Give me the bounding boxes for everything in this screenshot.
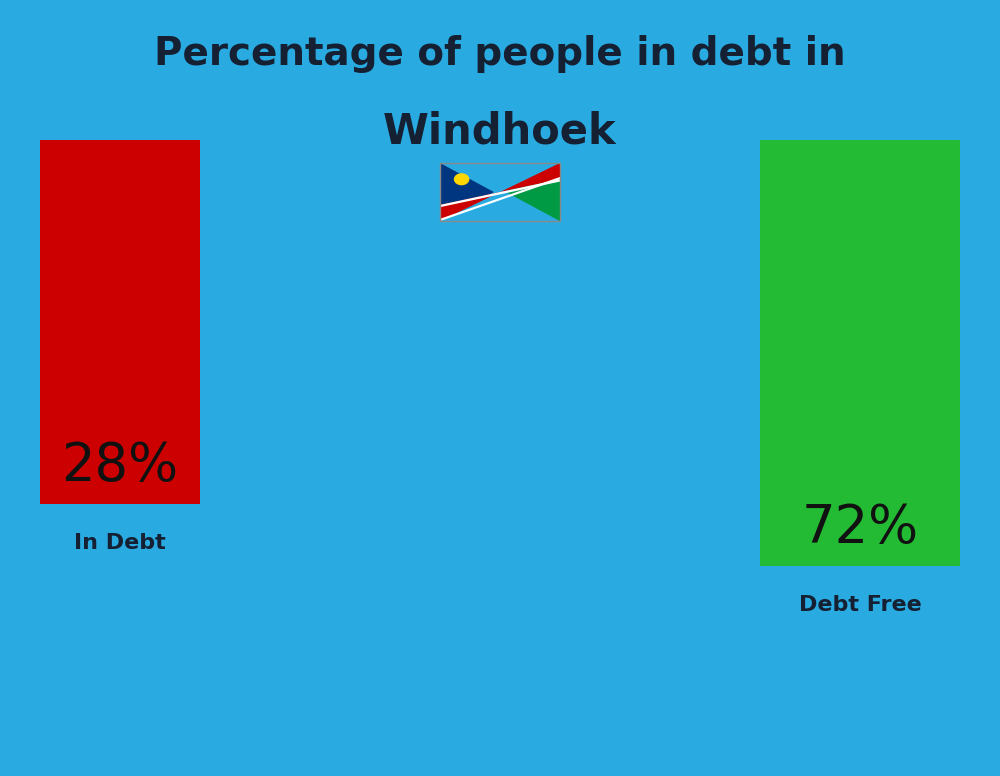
- Polygon shape: [440, 163, 494, 221]
- Polygon shape: [506, 163, 560, 221]
- Polygon shape: [440, 177, 560, 221]
- Text: Windhoek: Windhoek: [383, 111, 617, 153]
- FancyBboxPatch shape: [40, 140, 200, 504]
- Polygon shape: [440, 163, 560, 221]
- Text: 28%: 28%: [61, 439, 179, 492]
- FancyBboxPatch shape: [760, 140, 960, 566]
- Circle shape: [454, 173, 469, 185]
- Text: 72%: 72%: [801, 501, 919, 554]
- Polygon shape: [440, 179, 560, 207]
- Text: Percentage of people in debt in: Percentage of people in debt in: [154, 36, 846, 73]
- Text: Debt Free: Debt Free: [799, 595, 921, 615]
- Text: In Debt: In Debt: [74, 533, 166, 553]
- Bar: [440, 163, 560, 221]
